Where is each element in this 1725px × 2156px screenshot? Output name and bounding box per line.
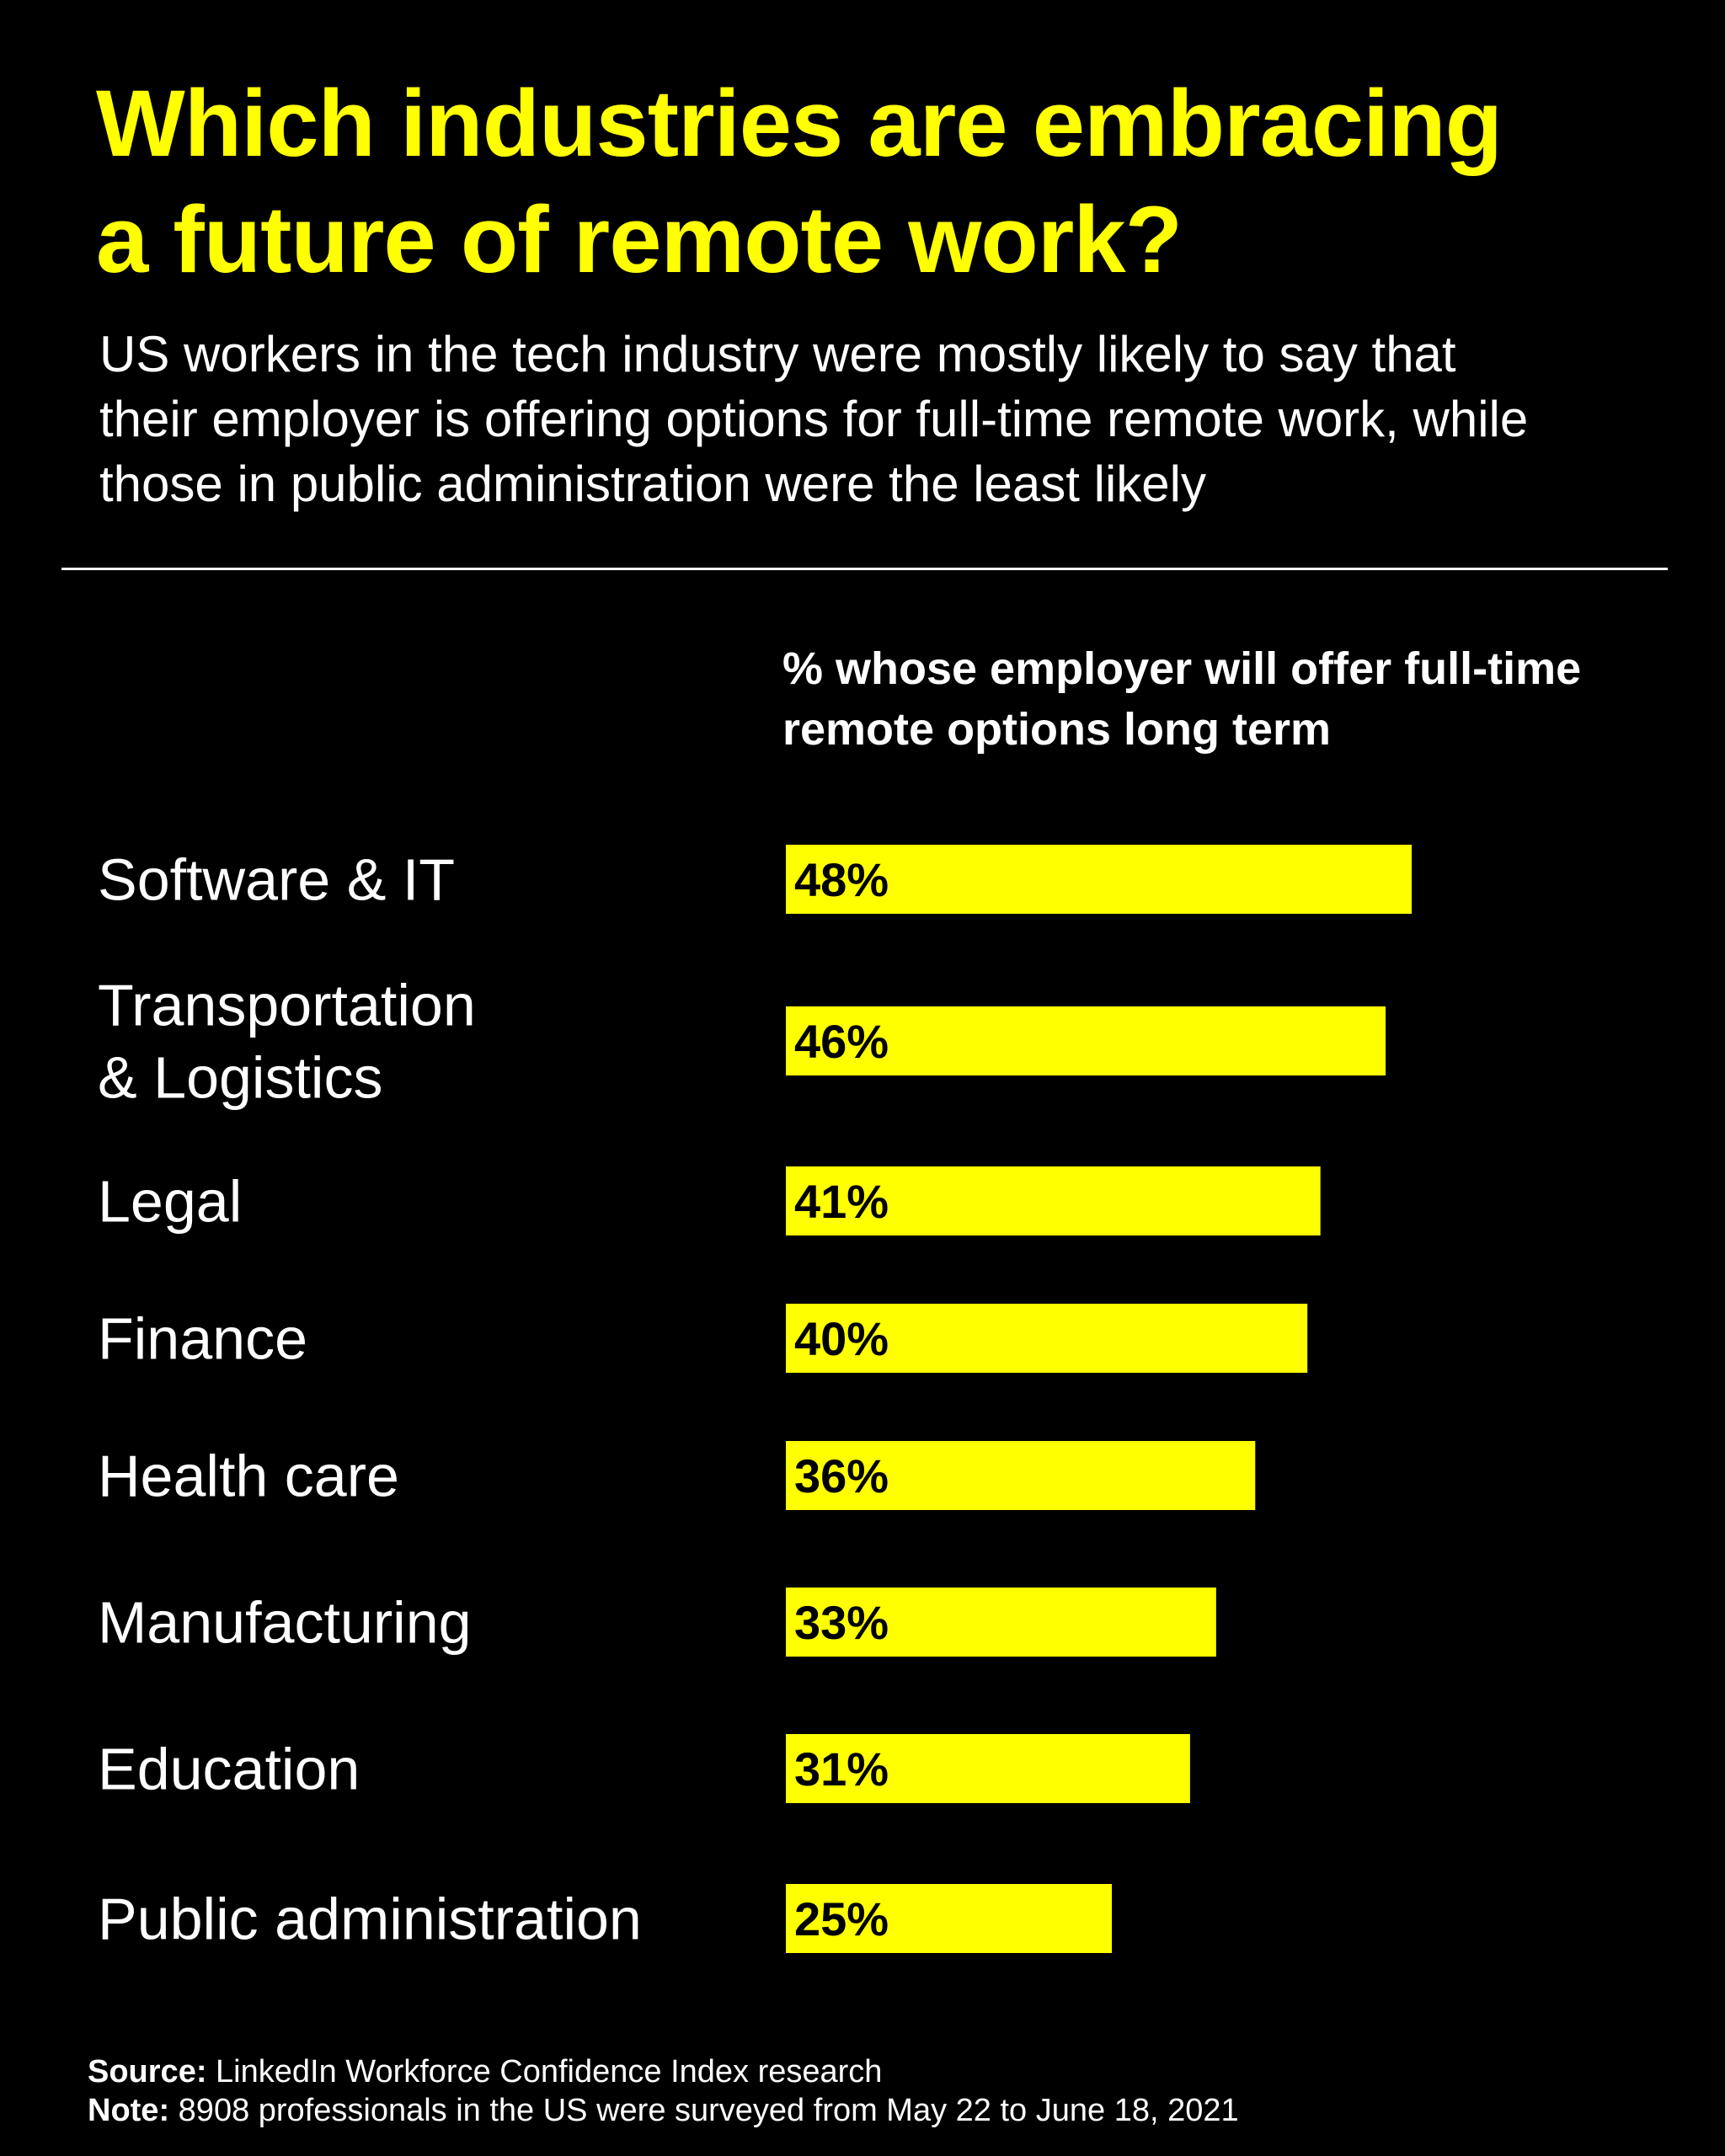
value-axis-label-line: remote options long term [782,704,1332,755]
bar [786,1441,1256,1510]
category-label-line: Legal [98,1169,242,1235]
bar-value-label: 41% [794,1175,889,1228]
bar-value-label: 33% [794,1596,889,1649]
bar-value-label: 48% [794,853,889,906]
source-line: Source: LinkedIn Workforce Confidence In… [88,2052,1688,2091]
value-axis-label: % whose employer will offer full-time re… [782,638,1675,760]
bar-value-label: 25% [794,1892,889,1945]
note-text: 8908 professionals in the US were survey… [178,2093,1239,2128]
source-label: Source: [88,2054,207,2089]
category-label-line: Manufacturing [98,1590,472,1656]
category-label: Health care [98,1444,399,1509]
chart-subtitle: US workers in the tech industry were mos… [99,322,1683,516]
bar [786,1006,1386,1075]
category-label-line: Software & IT [98,847,455,913]
category-label: Software & IT [98,847,455,913]
chart-subtitle-line: their employer is offering options for f… [99,391,1529,447]
bar [786,1304,1308,1373]
category-label-line: Finance [98,1306,307,1372]
category-label: Finance [98,1306,307,1372]
category-label: Transportation & Logistics [98,973,476,1111]
category-label: Education [98,1737,360,1802]
header-divider [61,568,1668,570]
value-axis-label-line: % whose employer will offer full-time [782,643,1582,694]
bar [786,1588,1216,1657]
bar-value-label: 31% [794,1742,889,1796]
note-line: Note: 8908 professionals in the US were … [88,2091,1688,2130]
category-label-line: Education [98,1737,360,1802]
note-label: Note: [88,2093,170,2128]
category-label-line: Transportation [98,973,476,1038]
bar-value-label: 40% [794,1312,889,1365]
chart-title-line: Which industries are embracing [96,71,1503,176]
category-label: Manufacturing [98,1590,472,1656]
category-label-line: Public administration [98,1886,642,1952]
category-label-line: Health care [98,1444,399,1509]
bar-value-label: 36% [794,1449,889,1502]
chart-subtitle-line: those in public administration were the … [99,456,1206,512]
category-label-line: & Logistics [98,1045,382,1111]
chart-subtitle-line: US workers in the tech industry were mos… [99,326,1456,382]
bar [786,845,1413,914]
chart-title-line: a future of remote work? [96,187,1183,292]
bar [786,1884,1112,1953]
category-label: Legal [98,1169,242,1235]
chart-title: Which industries are embracing a future … [96,66,1663,298]
source-text: LinkedIn Workforce Confidence Index rese… [216,2054,883,2089]
bar [786,1734,1190,1803]
category-label: Public administration [98,1886,642,1952]
bar [786,1166,1321,1235]
chart-footer: Source: LinkedIn Workforce Confidence In… [88,2052,1688,2130]
bar-value-label: 46% [794,1015,889,1068]
